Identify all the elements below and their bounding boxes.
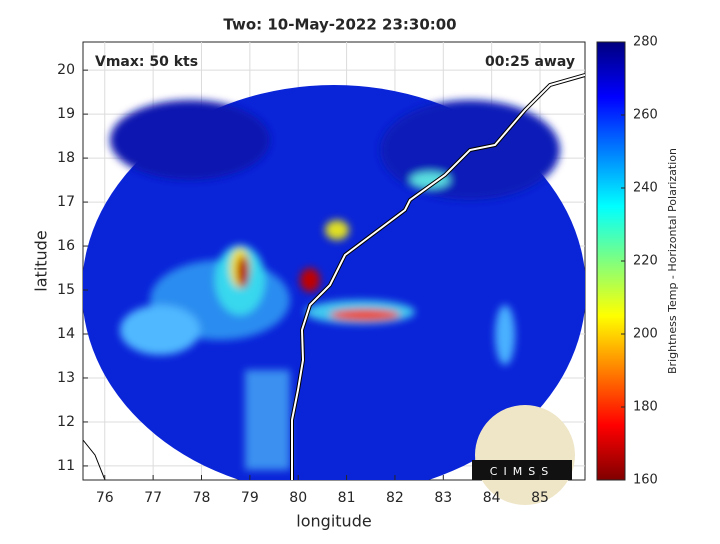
x-tick-label: 76 — [96, 490, 114, 506]
logo-text: CIMSS — [490, 465, 554, 478]
x-tick-label: 81 — [338, 490, 356, 506]
x-tick-label: 77 — [144, 490, 162, 506]
x-tick-label: 82 — [386, 490, 404, 506]
y-tick-label: 12 — [57, 414, 75, 430]
x-tick-label: 78 — [193, 490, 211, 506]
x-tick-label: 80 — [289, 490, 307, 506]
annotation: 00:25 away — [485, 54, 575, 70]
y-tick-label: 15 — [57, 282, 75, 298]
colorbar-tick-label: 200 — [633, 327, 658, 342]
x-tick-label: 79 — [241, 490, 259, 506]
colorbar-tick-label: 220 — [633, 254, 658, 269]
colorbar — [596, 41, 626, 481]
x-tick-label: 83 — [434, 490, 452, 506]
y-tick-label: 11 — [57, 458, 75, 474]
y-tick-label: 20 — [57, 62, 75, 78]
colorbar-tick-label: 280 — [633, 35, 658, 50]
colorbar-tick-label: 180 — [633, 400, 658, 415]
colorbar-label: Brightness Temp - Horizontal Polarizatio… — [666, 148, 679, 374]
y-tick-label: 19 — [57, 106, 75, 122]
y-tick-label: 18 — [57, 150, 75, 166]
colorbar-tick-label: 260 — [633, 108, 658, 123]
x-axis-label: longitude — [296, 512, 371, 531]
x-tick-label: 85 — [531, 490, 549, 506]
logo: CIMSS — [472, 405, 575, 505]
x-tick-label: 84 — [483, 490, 501, 506]
annotation: Vmax: 50 kts — [95, 54, 198, 70]
chart-title: Two: 10-May-2022 23:30:00 — [223, 16, 456, 34]
y-tick-label: 14 — [57, 326, 75, 342]
y-tick-label: 16 — [57, 238, 75, 254]
colorbar-tick-label: 240 — [633, 181, 658, 196]
y-tick-label: 13 — [57, 370, 75, 386]
y-axis-label: latitude — [32, 230, 51, 291]
colorbar-tick-label: 160 — [633, 473, 658, 488]
y-tick-label: 17 — [57, 194, 75, 210]
swath-image — [83, 73, 585, 480]
